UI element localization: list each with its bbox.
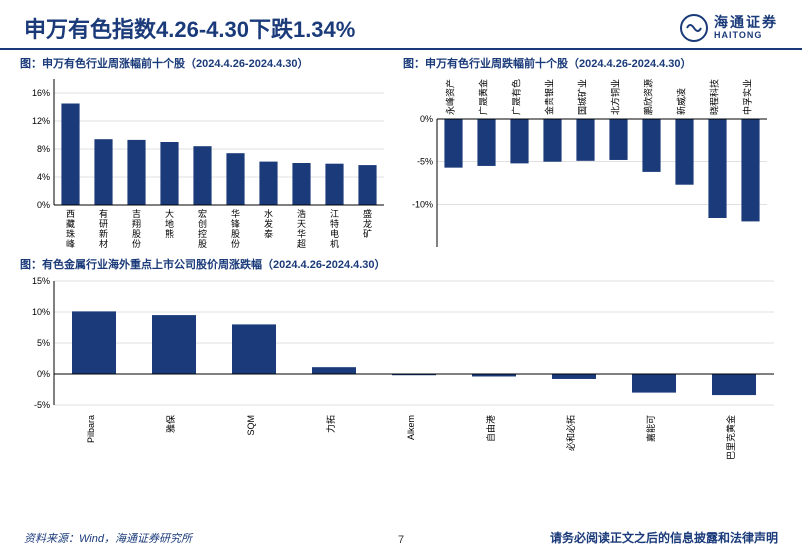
svg-text:广晟黄金: 广晟黄金 [478, 79, 489, 115]
page-number: 7 [398, 534, 404, 546]
svg-text:有: 有 [99, 208, 108, 219]
svg-text:江: 江 [330, 209, 339, 219]
svg-text:-10%: -10% [412, 200, 433, 210]
svg-text:-5%: -5% [34, 400, 50, 410]
svg-text:盛: 盛 [363, 208, 372, 219]
svg-text:特: 特 [330, 218, 339, 229]
svg-text:力拓: 力拓 [325, 415, 336, 433]
svg-text:巴里克黄金: 巴里克黄金 [725, 415, 736, 460]
svg-text:地: 地 [165, 218, 174, 229]
chart2-title: 图：申万有色行业周跌幅前十个股（2024.4.26-2024.4.30） [403, 54, 782, 73]
svg-text:8%: 8% [37, 144, 50, 154]
haitong-logo-icon [680, 14, 708, 42]
svg-text:广晟有色: 广晟有色 [511, 79, 522, 115]
logo: 海通证券 HAITONG [680, 14, 778, 42]
svg-text:珠: 珠 [66, 228, 75, 239]
svg-text:峰: 峰 [66, 239, 75, 249]
svg-text:SQM: SQM [246, 415, 256, 436]
header: 申万有色指数4.26-4.30下跌1.34% 海通证券 HAITONG [0, 0, 802, 50]
svg-text:金贵银业: 金贵银业 [544, 79, 555, 115]
svg-text:股: 股 [231, 229, 240, 239]
svg-text:Alkem: Alkem [406, 415, 416, 440]
logo-en: HAITONG [714, 31, 778, 41]
svg-text:嘉能可: 嘉能可 [645, 415, 656, 442]
top-charts-row: 图：申万有色行业周涨幅前十个股（2024.4.26-2024.4.30） 0% 4… [20, 54, 782, 253]
svg-text:北方铜业: 北方铜业 [610, 79, 621, 115]
svg-text:份: 份 [231, 238, 240, 249]
svg-text:中孚实业: 中孚实业 [742, 79, 753, 115]
svg-text:超: 超 [297, 238, 306, 249]
svg-text:0%: 0% [420, 114, 433, 124]
logo-text: 海通证券 HAITONG [714, 15, 778, 40]
svg-text:宏: 宏 [198, 208, 207, 219]
svg-text:天: 天 [297, 219, 306, 229]
svg-text:吉: 吉 [132, 209, 141, 219]
svg-text:Pilbara: Pilbara [86, 415, 96, 443]
svg-text:国城矿业: 国城矿业 [577, 79, 588, 115]
svg-text:0%: 0% [37, 369, 50, 379]
svg-text:股: 股 [198, 239, 207, 249]
chart2-block: 图：申万有色行业周跌幅前十个股（2024.4.26-2024.4.30） 0% -… [403, 54, 782, 253]
content: 图：申万有色行业周涨幅前十个股（2024.4.26-2024.4.30） 0% 4… [0, 50, 802, 465]
svg-text:龙: 龙 [363, 218, 372, 229]
svg-text:泰: 泰 [264, 228, 273, 239]
svg-text:创: 创 [198, 218, 207, 229]
svg-text:新威凌: 新威凌 [676, 88, 687, 115]
svg-text:研: 研 [99, 219, 108, 229]
svg-text:10%: 10% [32, 307, 50, 317]
page-title: 申万有色指数4.26-4.30下跌1.34% [24, 12, 680, 44]
svg-text:0%: 0% [37, 200, 50, 210]
svg-text:股: 股 [132, 229, 141, 239]
svg-text:华: 华 [231, 208, 240, 219]
svg-text:晓程科技: 晓程科技 [709, 79, 720, 115]
svg-text:16%: 16% [32, 88, 50, 98]
svg-text:必和必拓: 必和必拓 [565, 415, 576, 451]
svg-text:材: 材 [99, 238, 108, 249]
chart1-block: 图：申万有色行业周涨幅前十个股（2024.4.26-2024.4.30） 0% 4… [20, 54, 399, 253]
svg-text:15%: 15% [32, 276, 50, 286]
svg-text:雅保: 雅保 [165, 415, 176, 433]
logo-cn: 海通证券 [714, 15, 778, 30]
svg-text:控: 控 [198, 228, 207, 239]
source-text: 资料来源：Wind，海通证券研究所 [24, 530, 192, 546]
svg-text:水: 水 [264, 208, 273, 219]
svg-text:12%: 12% [32, 116, 50, 126]
svg-text:锋: 锋 [231, 218, 240, 229]
svg-text:份: 份 [132, 238, 141, 249]
svg-text:自由港: 自由港 [485, 415, 496, 442]
svg-text:大: 大 [165, 208, 174, 219]
svg-text:新: 新 [99, 228, 108, 239]
disclaimer-text: 请务必阅读正文之后的信息披露和法律声明 [550, 529, 778, 546]
svg-text:翔: 翔 [132, 218, 141, 229]
svg-text:5%: 5% [37, 338, 50, 348]
chart3-title: 图：有色金属行业海外重点上市公司股价周涨跌幅（2024.4.26-2024.4.… [20, 255, 782, 274]
svg-text:熊: 熊 [165, 228, 174, 239]
svg-text:华: 华 [297, 228, 306, 239]
svg-text:4%: 4% [37, 172, 50, 182]
svg-text:电: 电 [330, 228, 339, 239]
svg-text:藏: 藏 [66, 218, 75, 229]
svg-text:发: 发 [264, 218, 273, 229]
chart1-title: 图：申万有色行业周涨幅前十个股（2024.4.26-2024.4.30） [20, 54, 399, 73]
svg-text:西: 西 [66, 209, 75, 219]
svg-text:永峰资产: 永峰资产 [445, 79, 456, 115]
chart1: 0%4%8%12%16%西藏珠峰有研新材吉翔股份大地熊宏创控股华锋股份水发泰浩天… [20, 73, 390, 253]
svg-text:机: 机 [330, 238, 339, 249]
svg-text:矿: 矿 [363, 228, 372, 239]
svg-text:-5%: -5% [417, 157, 433, 167]
svg-text:鹏欣资源: 鹏欣资源 [643, 79, 654, 115]
chart3: -5% 0% 5% 10% 15% Pilbara 雅保 SQM 力拓 Alkem 自由港 必和必拓 嘉… [20, 275, 780, 465]
chart2: 0% -5% -10% 永峰资产 广晟黄金 广晟有色 金贵银业 国城矿业 北方铜业 鹏欣资源 新威凌… [403, 73, 773, 253]
svg-text:浩: 浩 [297, 208, 306, 219]
